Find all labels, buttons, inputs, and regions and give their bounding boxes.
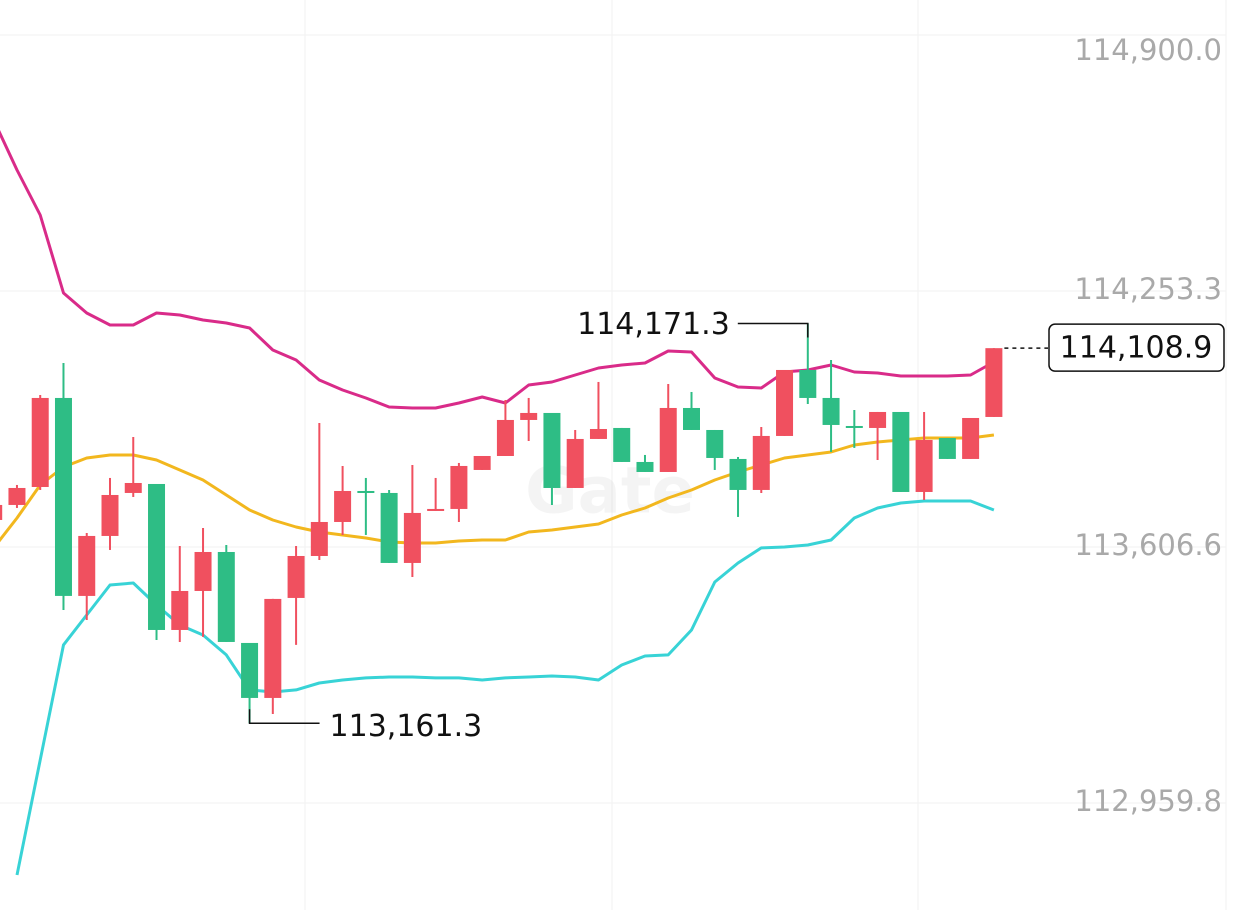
candle-body [78, 535, 96, 596]
candle-body [334, 490, 352, 522]
candle-body [543, 412, 561, 488]
candle-body [473, 455, 491, 470]
band-line [0, 433, 995, 545]
candle-body [31, 397, 49, 487]
y-tick-label: 113,606.6 [1074, 528, 1222, 562]
candle-body [380, 492, 398, 563]
y-tick-label: 114,253.3 [1074, 272, 1222, 306]
candle-body [566, 438, 584, 488]
low-connector [248, 709, 320, 725]
candle-body [869, 411, 887, 428]
high-connector [737, 322, 809, 338]
candle-body [241, 642, 259, 698]
candle-body [706, 429, 724, 458]
candle-body [613, 427, 631, 462]
candle-body [845, 425, 863, 428]
candle-body [357, 490, 375, 493]
candle-body [427, 508, 445, 511]
candle-body [915, 439, 933, 492]
candle-body [403, 512, 421, 563]
last-price-box [1048, 323, 1225, 372]
candle-body [729, 458, 747, 490]
candle-body [985, 348, 1003, 417]
candle-body [287, 555, 305, 598]
candle-body [799, 369, 817, 398]
candle-body [0, 504, 3, 520]
candle-body [636, 461, 654, 472]
candle-body [659, 407, 677, 472]
y-tick-label: 114,900.0 [1074, 33, 1222, 67]
candle-body [194, 551, 212, 591]
candle-body [892, 411, 910, 492]
candle-body [124, 482, 142, 493]
band-line [0, 129, 995, 410]
candle-body [8, 487, 26, 505]
y-tick-label: 112,959.8 [1074, 784, 1222, 818]
candle-body [589, 428, 607, 439]
candle-body [310, 521, 328, 556]
candle-body [54, 397, 72, 596]
candle-body [520, 412, 538, 420]
candle-body [217, 551, 235, 642]
candle-body [822, 397, 840, 425]
candle-body [148, 483, 166, 630]
candle-body [776, 369, 794, 436]
candle-body [101, 494, 119, 536]
candle-body [496, 419, 514, 456]
candle-body [264, 598, 282, 698]
candle-body [171, 590, 189, 630]
last-price-label: 114,108.9 [1060, 331, 1213, 366]
candle-body [752, 435, 770, 490]
high-label: 114,171.3 [577, 307, 730, 342]
candle-body [683, 407, 700, 430]
candle-body [938, 437, 956, 459]
candle-body [450, 465, 468, 509]
low-label: 113,161.3 [330, 709, 483, 744]
candle-body [962, 417, 980, 459]
